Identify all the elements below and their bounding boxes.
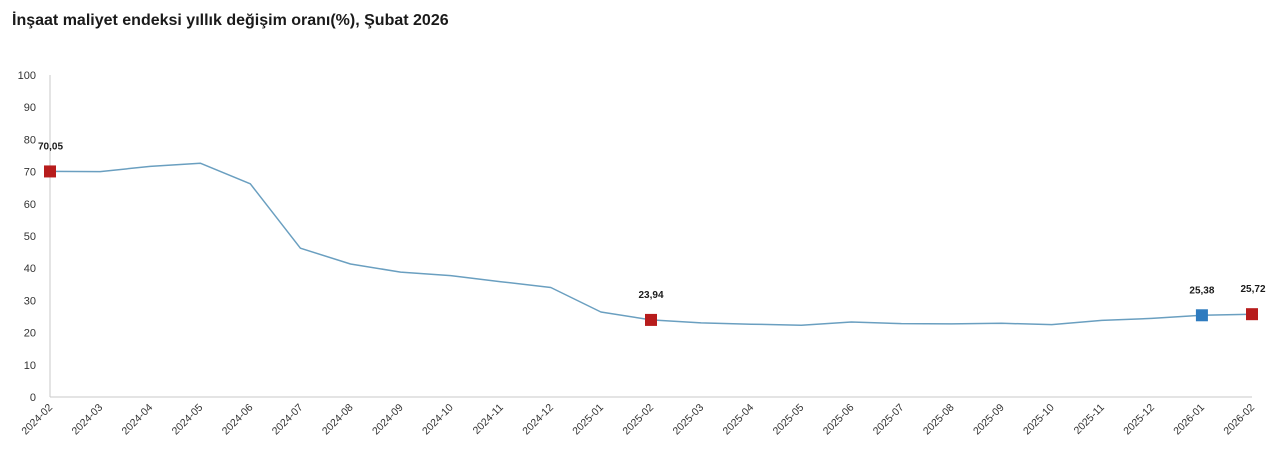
chart-title: İnşaat maliyet endeksi yıllık değişim or… bbox=[12, 12, 449, 29]
y-tick-label: 90 bbox=[24, 102, 36, 114]
y-tick-label: 0 bbox=[30, 392, 36, 404]
y-tick-label: 100 bbox=[18, 70, 36, 82]
data-label: 70,05 bbox=[38, 141, 63, 152]
x-tick-label: 2024-02 bbox=[19, 402, 55, 438]
highlight-point-marker bbox=[1195, 309, 1208, 322]
x-tick-label: 2024-05 bbox=[170, 402, 206, 438]
data-label: 23,94 bbox=[638, 290, 663, 301]
x-tick-label: 2024-06 bbox=[220, 402, 256, 438]
x-tick-label: 2025-05 bbox=[771, 402, 807, 438]
highlight-point-marker bbox=[645, 313, 657, 326]
x-tick-label: 2024-03 bbox=[69, 402, 105, 438]
y-tick-label: 60 bbox=[24, 199, 36, 211]
x-tick-label: 2024-11 bbox=[471, 402, 506, 437]
y-tick-label: 40 bbox=[24, 263, 36, 275]
data-label: 25,72 bbox=[1240, 284, 1265, 295]
x-tick-label: 2025-02 bbox=[620, 402, 656, 438]
x-tick-label: 2026-01 bbox=[1171, 402, 1207, 438]
y-tick-label: 50 bbox=[24, 231, 36, 243]
x-tick-label: 2024-07 bbox=[270, 402, 306, 438]
y-tick-label: 30 bbox=[24, 295, 36, 307]
x-tick-label: 2024-08 bbox=[320, 402, 356, 438]
y-tick-label: 70 bbox=[24, 167, 36, 179]
x-tick-label: 2025-04 bbox=[721, 402, 757, 438]
x-tick-label: 2025-01 bbox=[570, 402, 606, 438]
x-tick-label: 2024-04 bbox=[120, 402, 156, 438]
x-tick-label: 2024-12 bbox=[520, 402, 556, 438]
x-tick-label: 2025-07 bbox=[871, 402, 907, 438]
x-tick-label: 2025-12 bbox=[1121, 402, 1157, 438]
y-tick-label: 20 bbox=[24, 328, 36, 340]
x-tick-label: 2026-02 bbox=[1221, 402, 1257, 438]
x-tick-label: 2024-09 bbox=[370, 402, 406, 438]
x-tick-label: 2024-10 bbox=[420, 402, 456, 438]
highlight-point-marker bbox=[44, 165, 56, 178]
x-tick-label: 2025-03 bbox=[670, 402, 706, 438]
x-tick-label: 2025-10 bbox=[1021, 402, 1057, 438]
x-tick-label: 2025-09 bbox=[971, 402, 1007, 438]
x-tick-label: 2025-06 bbox=[821, 402, 857, 438]
data-label: 25,38 bbox=[1189, 285, 1214, 296]
x-tick-label: 2025-08 bbox=[921, 402, 957, 438]
x-tick-label: 2025-11 bbox=[1072, 402, 1107, 437]
y-tick-label: 80 bbox=[24, 134, 36, 146]
y-tick-label: 10 bbox=[24, 360, 36, 372]
highlight-point-marker bbox=[1246, 308, 1258, 321]
